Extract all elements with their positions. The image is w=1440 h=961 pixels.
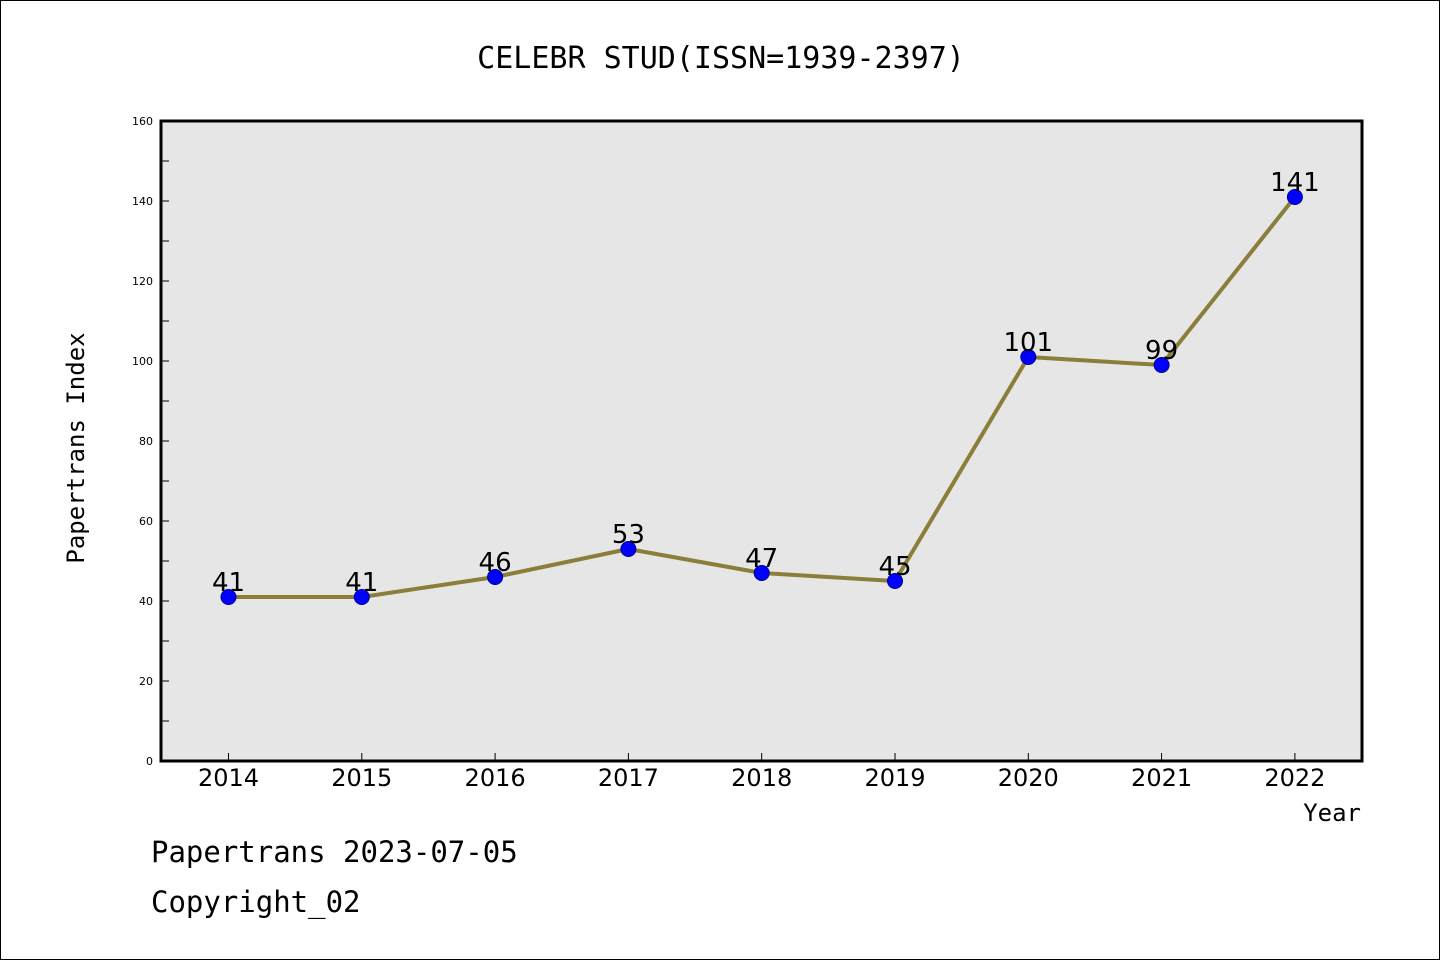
data-point bbox=[353, 589, 370, 605]
y-tick-label: 140 bbox=[132, 195, 153, 208]
footer-copyright: Copyright_02 bbox=[151, 885, 361, 919]
y-tick-label: 40 bbox=[139, 595, 153, 608]
y-tick-label: 160 bbox=[132, 115, 153, 128]
x-tick-label: 2014 bbox=[198, 764, 259, 792]
data-point bbox=[220, 589, 237, 605]
x-axis-title: Year bbox=[1303, 799, 1361, 827]
data-point bbox=[1153, 357, 1170, 373]
y-tick-label: 20 bbox=[139, 675, 153, 688]
x-tick-label: 2017 bbox=[598, 764, 659, 792]
y-tick-label: 80 bbox=[139, 435, 153, 448]
y-tick-label: 120 bbox=[132, 275, 153, 288]
data-point bbox=[620, 541, 637, 557]
data-point bbox=[1286, 189, 1303, 205]
y-axis-title: Papertrans Index bbox=[62, 332, 90, 563]
x-tick-label: 2019 bbox=[864, 764, 925, 792]
x-tick-label: 2021 bbox=[1131, 764, 1192, 792]
data-point bbox=[887, 573, 903, 589]
x-tick-label: 2016 bbox=[465, 764, 526, 792]
data-label: 141 bbox=[1270, 168, 1320, 198]
x-tick-label: 2020 bbox=[998, 764, 1059, 792]
data-label: 101 bbox=[1003, 328, 1053, 358]
data-label: 46 bbox=[479, 548, 512, 578]
data-label: 41 bbox=[212, 568, 245, 598]
x-tick-label: 2018 bbox=[731, 764, 792, 792]
data-label: 45 bbox=[878, 552, 911, 582]
plot-border bbox=[159, 119, 1364, 763]
x-tick-label: 2015 bbox=[331, 764, 392, 792]
y-tick-label: 100 bbox=[132, 355, 153, 368]
chart-title: CELEBR STUD(ISSN=1939-2397) bbox=[477, 41, 965, 76]
data-point bbox=[753, 565, 770, 581]
data-label: 99 bbox=[1145, 336, 1178, 366]
data-point bbox=[1020, 349, 1037, 365]
data-point bbox=[487, 569, 504, 585]
data-label: 41 bbox=[345, 568, 378, 598]
footer-date: Papertrans 2023-07-05 bbox=[151, 835, 518, 869]
y-tick-label: 60 bbox=[139, 515, 153, 528]
data-label: 53 bbox=[612, 520, 645, 550]
x-tick-label: 2022 bbox=[1264, 764, 1325, 792]
y-tick-label: 0 bbox=[146, 755, 153, 768]
plot-area bbox=[161, 121, 1362, 761]
data-label: 47 bbox=[745, 544, 778, 574]
